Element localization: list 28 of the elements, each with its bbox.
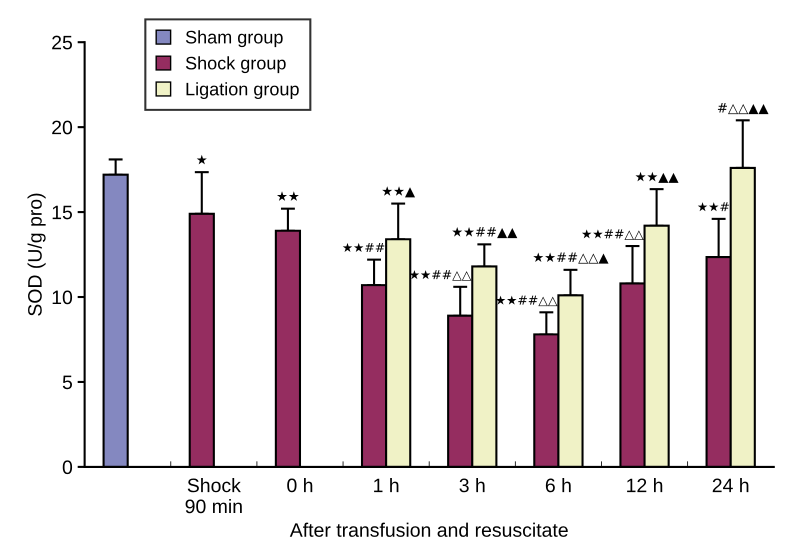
annotation: ★★▲▲ xyxy=(635,172,679,183)
annotation: ★ xyxy=(196,154,207,164)
x-tick-label: Shock 90 min xyxy=(186,478,242,514)
y-tick-label: 5 xyxy=(62,376,72,390)
legend-label: Ligation group xyxy=(186,82,299,100)
y-tick-label: 15 xyxy=(52,206,72,220)
y-tick-label: 20 xyxy=(52,120,72,134)
x-tick-label: 1 h xyxy=(374,478,398,492)
annotation: ★★# xyxy=(698,202,729,212)
annotation: ★★ xyxy=(276,191,299,201)
x-axis-title: After transfusion and resuscitate xyxy=(290,522,568,537)
annotation: ★★##▲▲ xyxy=(452,226,518,238)
y-tick-label: 0 xyxy=(62,460,72,474)
annotation: ★★## xyxy=(342,242,384,252)
annotation: ★★##△△▲ xyxy=(533,252,609,264)
y-tick-label: 25 xyxy=(52,36,72,50)
x-tick-label: 12 h xyxy=(627,478,662,492)
annotation: #△△▲▲ xyxy=(718,103,769,114)
annotation: ★★##△△ xyxy=(582,229,644,240)
legend-label: Shock group xyxy=(186,56,286,74)
y-tick-label: 10 xyxy=(52,290,72,304)
legend-label: Sham group xyxy=(186,30,283,48)
x-tick-label: 24 h xyxy=(712,478,748,492)
x-tick-label: 3 h xyxy=(459,478,485,492)
annotation: ★★▲ xyxy=(382,186,416,198)
y-axis-title: SOD (U/g pro) xyxy=(28,194,46,316)
x-tick-label: 6 h xyxy=(546,478,571,492)
x-tick-label: 0 h xyxy=(287,478,312,492)
